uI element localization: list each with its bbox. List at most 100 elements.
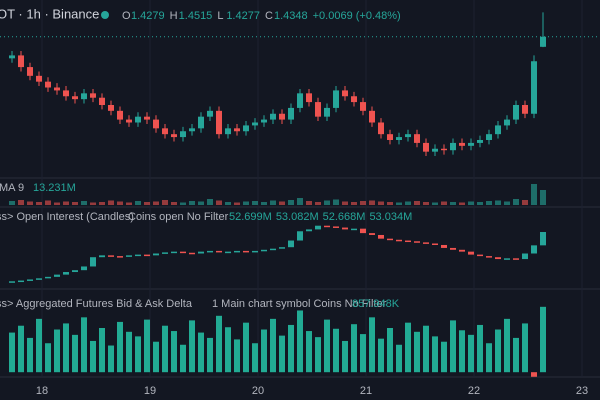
- oi-candle: [540, 232, 546, 246]
- volume-bar: [477, 202, 483, 205]
- delta-bar: [522, 323, 528, 373]
- delta-bar: [18, 325, 24, 373]
- delta-bar: [252, 343, 258, 373]
- delta-bar: [486, 343, 492, 373]
- oi-candle: [522, 253, 528, 260]
- volume-bar: [396, 202, 402, 205]
- oi-candle: [36, 278, 42, 280]
- candle-body: [351, 96, 357, 103]
- delta-bar: [414, 331, 420, 373]
- delta-bar: [90, 340, 96, 373]
- oi-candle: [414, 241, 420, 243]
- oi-params: Coins open No Filter: [128, 211, 229, 223]
- delta-bar: [126, 331, 132, 373]
- candle-body: [396, 137, 402, 140]
- oi-candle: [405, 240, 411, 243]
- candle-body: [360, 102, 366, 111]
- volume-bar: [342, 201, 348, 205]
- ohlc-label: C: [265, 10, 273, 22]
- candle-body: [450, 142, 456, 151]
- delta-bar: [198, 332, 204, 373]
- oi-candle: [234, 250, 240, 253]
- candle-body: [342, 90, 348, 97]
- oi-title: ss> Open Interest (Candles): [0, 211, 134, 223]
- delta-bar: [207, 337, 213, 373]
- delta-bar: [360, 334, 366, 373]
- oi-candle: [27, 279, 33, 281]
- oi-readout: 52.699M: [229, 211, 272, 223]
- ohlc-label: L: [217, 10, 223, 22]
- candle-body: [459, 142, 465, 146]
- oi-readouts: 52.699M 53.082M 52.668M 53.034M: [229, 211, 412, 223]
- ohlc-label: H: [170, 10, 178, 22]
- oi-candle: [423, 242, 429, 244]
- candle-body: [207, 110, 213, 117]
- candle-body: [333, 90, 339, 108]
- candle-body: [90, 93, 96, 98]
- candle-body: [180, 131, 186, 138]
- separators: [0, 177, 600, 378]
- volume-bar: [351, 202, 357, 205]
- oi-candle: [198, 251, 204, 254]
- candle-body: [414, 134, 420, 143]
- volume-bar: [90, 202, 96, 205]
- volume-bar: [441, 201, 447, 205]
- delta-bar: [342, 340, 348, 373]
- candle-body: [198, 116, 204, 129]
- volume-bar: [279, 201, 285, 205]
- candle-body: [324, 107, 330, 117]
- volume-bar: [63, 201, 69, 205]
- volume-bar: [405, 201, 411, 205]
- oi-candle: [171, 251, 177, 254]
- candle-body: [81, 93, 87, 100]
- ohlc-legend: O 1.4279 H 1.4515 L 1.4277 C 1.4348 +0.0069 (+0.…: [122, 10, 401, 22]
- delta-bar: [261, 329, 267, 373]
- candle-body: [234, 128, 240, 132]
- candle-body: [387, 134, 393, 140]
- volume-bar: [198, 201, 204, 205]
- oi-candle: [135, 254, 141, 257]
- delta-bar: [405, 322, 411, 373]
- candle-body: [45, 81, 51, 88]
- volume-bar: [450, 202, 456, 205]
- volume-bar: [18, 200, 24, 205]
- delta-bar: [378, 338, 384, 373]
- candle-body: [495, 125, 501, 135]
- volume-bar: [513, 199, 519, 205]
- ohlc-value: 1.4348: [274, 10, 308, 22]
- candle-body: [252, 122, 258, 126]
- oi-candle: [297, 231, 303, 241]
- delta-bar: [540, 306, 546, 373]
- oi-candle: [270, 248, 276, 251]
- delta-bar: [306, 331, 312, 373]
- volume-bar: [297, 198, 303, 205]
- candle-body: [72, 96, 78, 100]
- oi-candle: [18, 280, 24, 283]
- volume-bar: [369, 200, 375, 205]
- delta-bar: [54, 329, 60, 373]
- oi-candle: [441, 244, 447, 248]
- oi-candle: [396, 239, 402, 242]
- candle-body: [153, 119, 159, 129]
- delta-bar: [171, 331, 177, 373]
- oi-candle: [387, 238, 393, 241]
- oi-candle: [216, 250, 222, 253]
- marks: [0, 12, 600, 377]
- candle-body: [378, 122, 384, 135]
- delta-bar: [216, 315, 222, 373]
- delta-bar: [180, 344, 186, 373]
- candle-body: [369, 110, 375, 123]
- candle-body: [441, 148, 447, 151]
- volume-bar: [180, 202, 186, 205]
- candle-body: [405, 134, 411, 138]
- delta-bar: [234, 339, 240, 373]
- delta-bar: [99, 328, 105, 373]
- oi-candle: [207, 250, 213, 253]
- volume-bar: [522, 200, 528, 205]
- delta-bar: [441, 341, 447, 373]
- volume-bar: [135, 201, 141, 205]
- volume-bar: [378, 201, 384, 205]
- oi-candle: [351, 228, 357, 231]
- volume-bar: [432, 202, 438, 205]
